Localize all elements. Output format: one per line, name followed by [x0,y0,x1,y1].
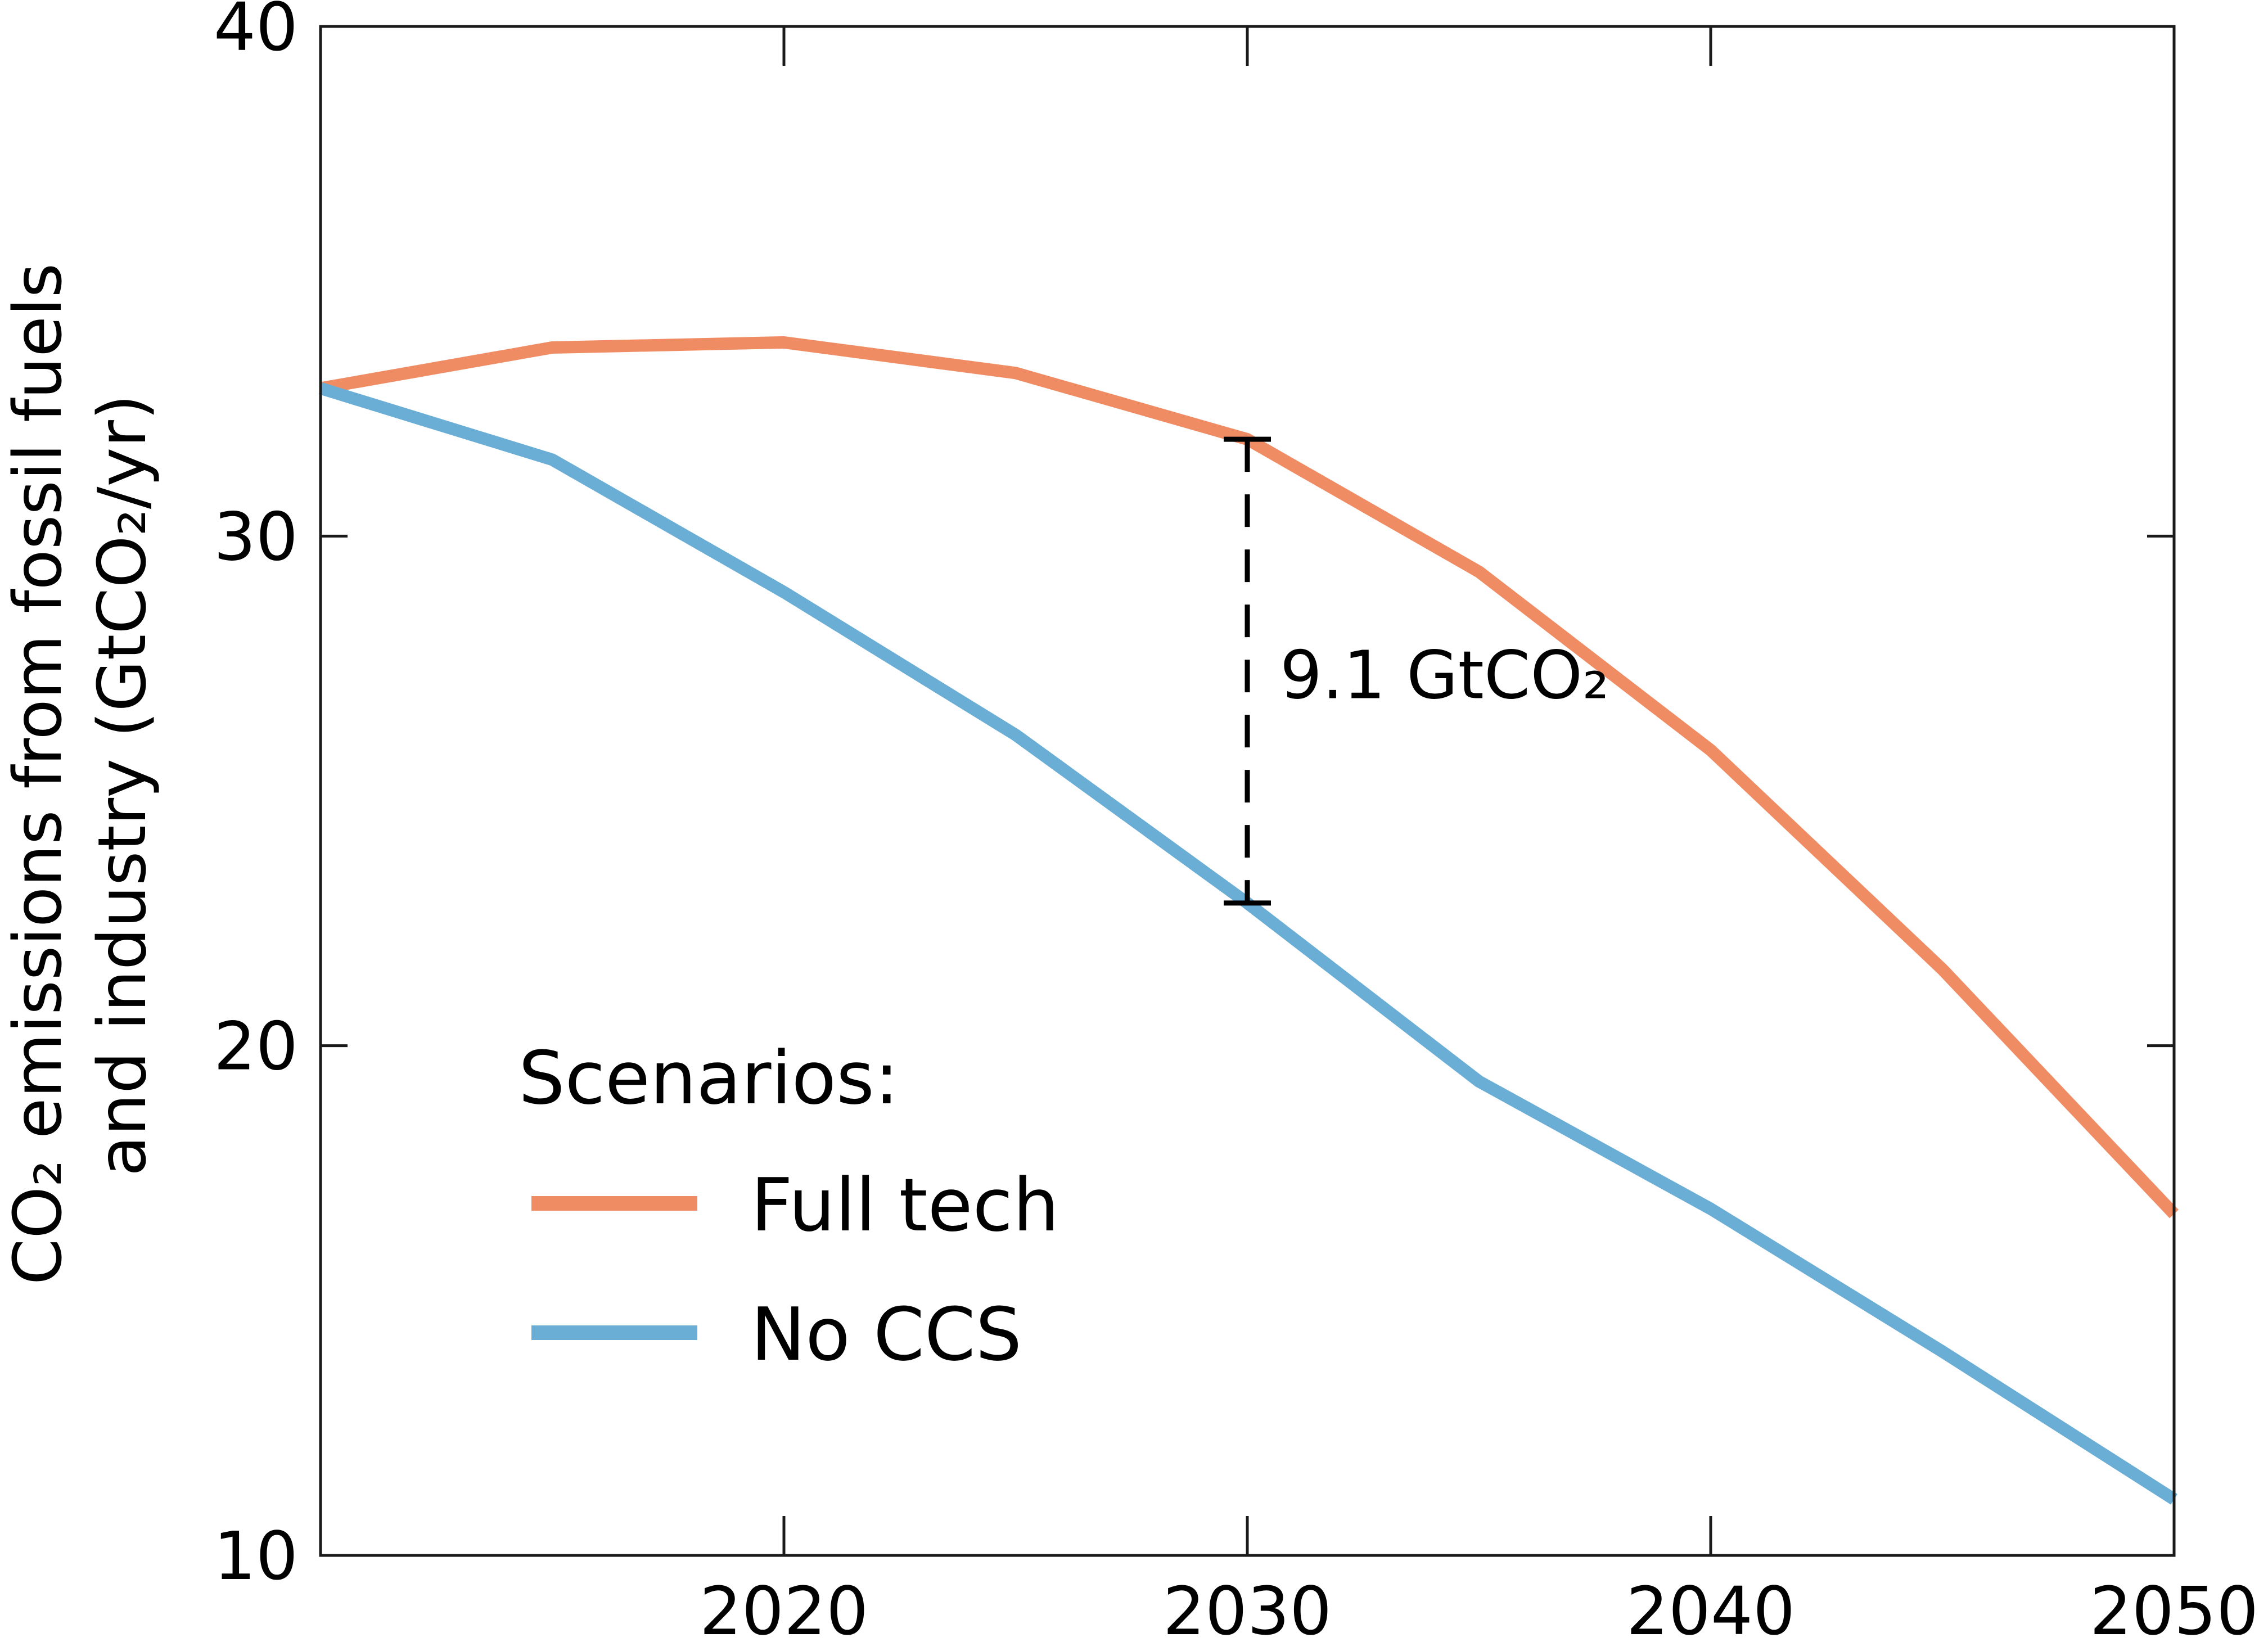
x-tick-label-2030: 2030 [1163,1572,1332,1650]
y-axis-title: CO₂ emissions from fossil fuels and indu… [0,263,161,1285]
x-tick-label-2020: 2020 [700,1572,868,1650]
y-axis-title-line-1: CO₂ emissions from fossil fuels [0,263,76,1285]
y-tick-label-10: 10 [214,1517,298,1595]
y-tick-label-30: 30 [214,498,298,575]
annotation-label: 9.1 GtCO₂ [1280,637,1609,714]
legend-label-full-tech: Full tech [751,1162,1059,1248]
y-axis-title-line-2: and industry (GtCO₂/yr) [83,394,161,1176]
y-tick-label-40: 40 [214,0,298,66]
y-tick-label-20: 20 [214,1008,298,1085]
legend-title: Scenarios: [518,1035,899,1121]
annotation-layer: 9.1 GtCO₂ [1224,436,1609,906]
x-tick-label-2040: 2040 [1626,1572,1795,1650]
x-tick-label-2050: 2050 [2090,1572,2258,1650]
legend: Scenarios: Full tech No CCS [518,1035,1059,1377]
legend-label-no-ccs: No CCS [751,1292,1022,1377]
